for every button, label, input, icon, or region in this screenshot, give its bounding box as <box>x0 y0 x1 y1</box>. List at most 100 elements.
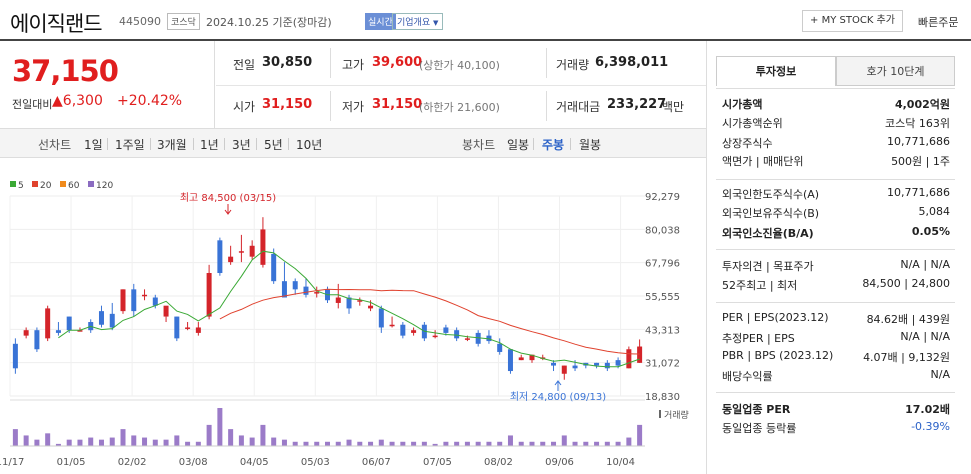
info-label: 배당수익률 <box>722 370 773 383</box>
candle-body <box>475 332 481 344</box>
period-3m[interactable]: 3개월 <box>157 138 187 152</box>
sep <box>150 138 151 150</box>
header-divider <box>0 39 971 41</box>
volume-bar <box>507 435 513 446</box>
realtime-button[interactable]: 실시간 <box>365 13 396 30</box>
candle-body <box>314 292 320 294</box>
candle-body <box>163 305 169 317</box>
period-3y[interactable]: 3년 <box>232 138 251 152</box>
candle-body <box>551 362 557 366</box>
sep <box>224 138 225 150</box>
add-my-stock-button[interactable]: + MY STOCK 추가 <box>802 10 903 32</box>
summary-divider <box>216 85 706 86</box>
volume-bar <box>335 441 341 446</box>
volume-bar <box>77 439 83 446</box>
candle-body <box>507 349 513 372</box>
low-label: 저가 <box>342 100 365 114</box>
candle-body <box>637 346 643 363</box>
candle-daily[interactable]: 일봉 <box>507 138 530 152</box>
volume-bar <box>540 441 546 446</box>
volume-bar <box>238 435 244 446</box>
legend-label: 60 <box>68 181 80 191</box>
period-5y[interactable]: 5년 <box>264 138 283 152</box>
volume-bar <box>464 441 470 446</box>
amount-value: 233,227 <box>607 97 667 112</box>
info-value: N/A | N/A <box>900 330 950 343</box>
info-label: PER | EPS(2023.12) <box>722 311 829 324</box>
candle-body <box>109 313 115 328</box>
prev-label: 전일 <box>233 58 256 72</box>
candle-body <box>238 251 244 253</box>
volume-bar <box>195 441 201 446</box>
candle-body <box>98 311 104 325</box>
stock-chart[interactable]: 5 20 60 120 92,279 80,038 67,796 55,555 43,313 31… <box>0 170 706 474</box>
x-tick-label: 08/02 <box>484 457 513 468</box>
volume-bar <box>486 441 492 446</box>
volume-bar <box>529 441 535 446</box>
period-10y[interactable]: 10년 <box>296 138 323 152</box>
prev-value: 30,850 <box>262 55 313 70</box>
x-tick-label: 03/08 <box>179 457 208 468</box>
candle-body <box>400 324 406 336</box>
annotation-low-arrow <box>554 380 562 391</box>
sep <box>533 138 534 150</box>
info-label: 외국인한도주식수(A) <box>722 188 820 201</box>
candle-weekly[interactable]: 주봉 <box>542 138 565 152</box>
x-tick-label: 06/07 <box>362 457 391 468</box>
candle-body <box>454 330 460 339</box>
volume-value: 6,398,011 <box>595 55 669 70</box>
candle-body <box>174 316 180 339</box>
candle-body <box>346 297 352 309</box>
candle-body <box>529 354 535 361</box>
candle-monthly[interactable]: 월봉 <box>579 138 602 152</box>
legend-swatch <box>10 181 16 187</box>
volume-bar <box>23 435 29 446</box>
x-tick-label: 09/06 <box>545 457 574 468</box>
corp-info-label: 기업개요 <box>397 18 431 28</box>
info-row: 동일업종 PER 17.02배 <box>722 401 950 419</box>
info-value: 10,771,686 <box>887 186 950 199</box>
volume-bar <box>400 441 406 446</box>
divider <box>546 48 547 78</box>
candle-body <box>281 281 287 298</box>
candle-body <box>77 330 83 332</box>
x-tick-label: 02/02 <box>118 457 147 468</box>
amount-label: 거래대금 <box>556 100 601 114</box>
period-1y[interactable]: 1년 <box>200 138 219 152</box>
period-1d[interactable]: 1일 <box>84 138 103 152</box>
corp-info-dropdown[interactable]: 기업개요 ▼ <box>392 13 444 30</box>
candle-body <box>497 343 503 352</box>
info-label: 52주최고 | 최저 <box>722 279 798 292</box>
tab-hoga-10[interactable]: 호가 10단계 <box>836 56 955 86</box>
sep <box>256 138 257 150</box>
volume-bar <box>45 433 51 446</box>
tab-investment-info[interactable]: 투자정보 <box>716 56 836 86</box>
info-value: 500원 | 1주 <box>891 155 950 168</box>
low-value: 31,150 <box>372 97 423 112</box>
period-1w[interactable]: 1주일 <box>115 138 145 152</box>
y-tick-label: 31,072 <box>645 359 680 370</box>
candle-body <box>411 330 417 333</box>
volume-bar <box>368 441 374 446</box>
divider <box>330 48 331 78</box>
volume-bar <box>497 441 503 446</box>
panel-separator <box>716 179 955 180</box>
candle-body <box>142 294 148 297</box>
info-value: -0.39% <box>911 420 950 433</box>
lower-limit: (하한가 21,600) <box>419 101 500 114</box>
info-row: 추정PER | EPS N/A | N/A <box>722 330 950 348</box>
candle-body <box>518 357 524 361</box>
sep <box>288 138 289 150</box>
panel-divider <box>706 41 707 474</box>
high-value: 39,600 <box>372 55 423 70</box>
annotation-high: 최고 84,500 (03/15) <box>180 192 276 204</box>
candle-body <box>615 360 621 366</box>
volume-bar <box>378 439 384 446</box>
base-date: 2024.10.25 기준(장마감) <box>206 16 332 29</box>
volume-bar <box>411 441 417 446</box>
volume-bar <box>249 437 255 446</box>
volume-bar <box>615 441 621 446</box>
volume-bar <box>271 437 277 446</box>
quick-order-button[interactable]: 빠른주문 <box>918 16 959 29</box>
volume-bar <box>325 441 330 446</box>
